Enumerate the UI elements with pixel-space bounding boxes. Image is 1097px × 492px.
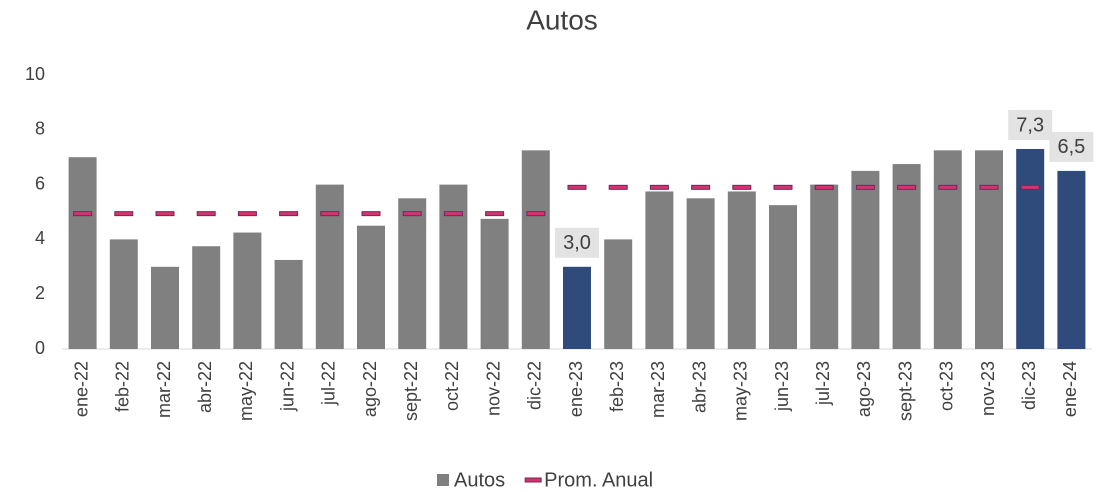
y-tick-label: 6: [35, 173, 45, 193]
bar: [604, 239, 633, 349]
x-tick-label: jul-23: [813, 361, 833, 406]
y-tick-label: 10: [25, 64, 45, 84]
x-tick-label: feb-22: [113, 361, 133, 412]
x-tick-label: sept-23: [895, 361, 915, 421]
bar: [933, 150, 962, 349]
x-tick-label: oct-22: [442, 361, 462, 411]
x-tick-label: jun-23: [772, 361, 792, 412]
average-marker: [443, 211, 463, 217]
y-tick-label: 8: [35, 119, 45, 139]
y-tick-label: 0: [35, 338, 45, 358]
x-tick-label: oct-23: [937, 361, 957, 411]
bar: [892, 164, 921, 349]
bar: [398, 198, 427, 349]
chart-title: Autos: [526, 4, 598, 35]
legend-label: Prom. Anual: [544, 469, 653, 491]
x-tick-label: mar-22: [154, 361, 174, 418]
x-tick-label: ene-22: [71, 361, 91, 417]
bar: [192, 246, 221, 349]
legend-swatch: [524, 477, 542, 483]
x-tick-label: jun-22: [277, 361, 297, 412]
bar: [851, 170, 880, 349]
x-tick-label: ene-23: [566, 361, 586, 417]
x-tick-label: jul-22: [319, 361, 339, 406]
x-tick-label: dic-23: [1019, 361, 1039, 410]
bar: [810, 184, 839, 349]
x-tick-label: dic-22: [525, 361, 545, 410]
x-tick-label: ago-23: [854, 361, 874, 417]
bar: [274, 259, 303, 349]
data-label: 6,5: [1057, 136, 1085, 158]
average-marker: [1020, 184, 1040, 190]
average-marker: [979, 184, 999, 190]
x-tick-label: nov-23: [978, 361, 998, 416]
average-marker: [567, 184, 587, 190]
bar: [975, 150, 1003, 349]
data-label: 7,3: [1016, 114, 1044, 136]
average-marker: [526, 211, 546, 217]
average-marker: [814, 184, 834, 190]
y-tick-label: 4: [35, 228, 45, 248]
y-tick-label: 2: [35, 283, 45, 303]
data-label-box: [555, 227, 599, 258]
bar: [315, 184, 344, 349]
average-marker: [608, 184, 628, 190]
x-tick-label: mar-23: [648, 361, 668, 418]
bar: [439, 184, 468, 349]
x-tick-label: sept-22: [401, 361, 421, 421]
average-marker: [196, 211, 216, 217]
x-tick-label: nov-22: [483, 361, 503, 416]
average-marker: [649, 184, 669, 190]
average-marker: [691, 184, 711, 190]
average-marker: [485, 211, 505, 217]
x-tick-label: feb-23: [607, 361, 627, 412]
x-tick-label: ago-22: [360, 361, 380, 417]
average-marker: [114, 211, 134, 217]
bar: [480, 218, 509, 349]
data-label-box: [1049, 131, 1094, 162]
average-marker: [155, 211, 175, 217]
average-marker: [855, 184, 875, 190]
bar: [1057, 170, 1086, 349]
x-tick-label: may-22: [236, 361, 256, 421]
bar: [1016, 148, 1045, 349]
bar: [563, 266, 591, 349]
average-marker: [938, 184, 958, 190]
average-marker: [237, 211, 257, 217]
bar: [233, 232, 262, 349]
x-tick-label: abr-22: [195, 361, 215, 413]
bar: [68, 157, 97, 349]
bar: [645, 191, 674, 349]
legend-swatch: [437, 474, 449, 486]
legend-label: Autos: [454, 469, 505, 491]
average-marker: [320, 211, 340, 217]
data-label: 3,0: [563, 232, 591, 254]
x-tick-label: may-23: [731, 361, 751, 421]
x-tick-label: ene-24: [1060, 361, 1080, 417]
average-marker: [897, 184, 917, 190]
average-marker: [361, 211, 381, 217]
x-tick-label: abr-23: [689, 361, 709, 413]
bar: [109, 239, 138, 349]
bar: [151, 266, 179, 349]
average-marker: [732, 184, 752, 190]
bar: [769, 205, 797, 349]
average-marker: [402, 211, 422, 217]
average-marker: [773, 184, 793, 190]
average-marker: [73, 211, 93, 217]
bar: [727, 191, 756, 349]
data-label-box: [1008, 109, 1053, 140]
average-marker: [279, 211, 299, 217]
bar: [357, 225, 385, 349]
bar: [686, 198, 715, 349]
bar: [521, 150, 550, 349]
